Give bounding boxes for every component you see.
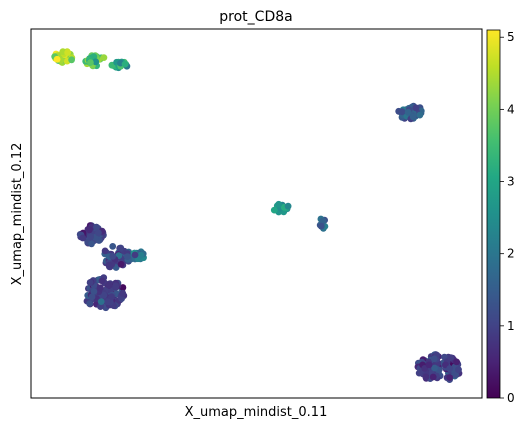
data-point [399, 108, 406, 115]
data-point [119, 290, 126, 297]
data-point [430, 374, 437, 381]
x-axis-label: X_umap_mindist_0.11 [185, 405, 328, 420]
data-point [122, 61, 129, 68]
data-point [91, 288, 98, 295]
data-point [410, 113, 417, 120]
data-point [117, 245, 124, 252]
data-point [112, 282, 119, 289]
data-point [447, 354, 454, 361]
y-axis-label: X_umap_mindist_0.12 [10, 143, 25, 286]
data-point [416, 112, 423, 119]
data-point [446, 374, 453, 381]
data-point [275, 201, 282, 208]
colorbar-tick-label: 5 [507, 30, 515, 44]
colorbar-tick-label: 0 [507, 391, 515, 405]
colorbar-ticks: 0 1 2 3 4 5 [500, 30, 515, 405]
data-point [138, 252, 145, 259]
colorbar-tick-label: 1 [507, 319, 515, 333]
data-point [413, 104, 420, 111]
data-point [97, 284, 104, 291]
data-point [106, 262, 113, 269]
data-point [99, 277, 106, 284]
data-point [87, 59, 94, 66]
colorbar-tick-label: 4 [507, 102, 515, 116]
data-point [86, 300, 93, 307]
data-point [124, 253, 131, 260]
data-point [132, 252, 139, 259]
data-point [431, 355, 438, 362]
data-point [109, 243, 116, 250]
data-point [68, 56, 75, 63]
data-point [105, 299, 112, 306]
colorbar: 0 1 2 3 4 5 [487, 30, 515, 405]
scatter-points [51, 48, 462, 383]
data-point [87, 279, 94, 286]
data-point [79, 235, 86, 242]
data-point [88, 241, 95, 248]
data-point [102, 248, 109, 255]
data-point [285, 203, 292, 210]
data-point [271, 207, 278, 214]
data-point [426, 362, 433, 369]
data-point [64, 49, 71, 56]
chart-title: prot_CD8a [219, 9, 292, 25]
data-point [101, 54, 108, 61]
colorbar-tick-label: 2 [507, 247, 515, 261]
data-point [86, 226, 93, 233]
colorbar-tick-label: 3 [507, 175, 515, 189]
data-point [95, 229, 102, 236]
data-point [318, 223, 325, 230]
data-point [54, 56, 61, 63]
data-point [87, 233, 94, 240]
colorbar-gradient [487, 30, 500, 398]
data-point [423, 374, 430, 381]
plot-area-frame [31, 29, 482, 398]
data-point [106, 282, 113, 289]
data-point [109, 253, 116, 260]
data-point [446, 365, 453, 372]
data-point [118, 261, 125, 268]
data-point [98, 298, 105, 305]
data-point [455, 366, 462, 373]
data-point [453, 359, 460, 366]
